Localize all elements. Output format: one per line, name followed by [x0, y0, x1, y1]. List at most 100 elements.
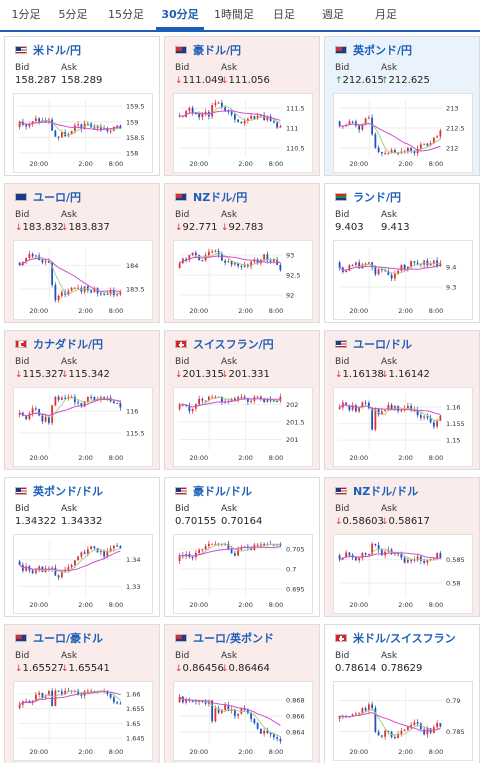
- chart-thumbnail[interactable]: 213 212.5 212 20:00 2:00 8:00: [333, 93, 473, 173]
- candle-body: [263, 398, 266, 403]
- down-arrow-icon: ↓: [175, 76, 183, 86]
- candle-body: [90, 290, 93, 293]
- tab-3[interactable]: 30分足: [156, 0, 204, 30]
- chart-thumbnail[interactable]: 0.705 0.7 0.695 20:00 2:00 8:00: [173, 534, 313, 614]
- y-tick-label: 159: [126, 118, 138, 126]
- rate-card[interactable]: 米ドル/円 Bid Ask 158.287 158.289 159.5 159 15…: [4, 36, 160, 176]
- candle-body: [348, 552, 351, 555]
- candle-body: [397, 733, 400, 739]
- up-arrow-icon: ↑: [381, 76, 389, 86]
- currency-pair[interactable]: ユーロ/ドル: [335, 337, 412, 351]
- rate-card[interactable]: 豪ドル/ドル Bid Ask 0.70155 0.70164 0.705 0.7 0…: [164, 477, 320, 617]
- rate-card[interactable]: NZドル/ドル Bid Ask ↓0.58603 ↓0.58617 0.585 0…: [324, 477, 480, 617]
- currency-pair[interactable]: NZドル/円: [175, 190, 247, 204]
- rate-card[interactable]: ユーロ/ドル Bid Ask ↓1.16138 ↓1.16142 1.16 1.1…: [324, 330, 480, 470]
- currency-pair[interactable]: 英ポンド/ドル: [15, 484, 103, 498]
- y-tick-label: 0.705: [286, 546, 305, 554]
- currency-pair[interactable]: 豪ドル/円: [175, 43, 241, 57]
- candle-body: [224, 260, 227, 263]
- rate-card[interactable]: 英ポンド/円 Bid Ask ↑212.615 ↑212.625 213 212.…: [324, 36, 480, 176]
- pair-name-link[interactable]: ユーロ/円: [33, 191, 82, 204]
- currency-pair[interactable]: ランド/円: [335, 190, 401, 204]
- candle-body: [233, 114, 236, 120]
- currency-pair[interactable]: ユーロ/豪ドル: [15, 631, 103, 645]
- candle-body: [38, 409, 41, 416]
- rate-card[interactable]: 豪ドル/円 Bid Ask ↓111.049 ↓111.056 111.5 111…: [164, 36, 320, 176]
- chart-thumbnail[interactable]: 184 183.5 20:00 2:00 8:00: [13, 240, 153, 320]
- candle-body: [237, 119, 240, 122]
- pair-name-link[interactable]: ユーロ/英ポンド: [193, 632, 275, 645]
- pair-name-link[interactable]: 米ドル/円: [33, 44, 82, 57]
- tab-4[interactable]: 1時間足: [214, 8, 254, 21]
- pair-name-link[interactable]: 英ポンド/ドル: [33, 485, 104, 498]
- rate-card[interactable]: ユーロ/豪ドル Bid Ask ↓1.65527 ↓1.65541 1.66 1.…: [4, 624, 160, 763]
- currency-pair[interactable]: 豪ドル/ドル: [175, 484, 252, 498]
- rate-card[interactable]: ユーロ/英ポンド Bid Ask ↓0.86456 ↓0.86464 0.868…: [164, 624, 320, 763]
- pair-name-link[interactable]: 米ドル/スイスフラン: [353, 632, 456, 645]
- tab-5[interactable]: 日足: [273, 8, 295, 21]
- pair-name-link[interactable]: 英ポンド/円: [353, 44, 413, 57]
- candle-body: [191, 700, 194, 702]
- currency-pair[interactable]: スイスフラン/円: [175, 337, 274, 351]
- chart-thumbnail[interactable]: 1.34 1.33 20:00 2:00 8:00: [13, 534, 153, 614]
- flag-icon: [335, 340, 347, 348]
- flag-icon: [335, 46, 347, 54]
- tab-6[interactable]: 週足: [322, 8, 344, 21]
- candle-body: [410, 724, 413, 727]
- pair-name-link[interactable]: スイスフラン/円: [193, 338, 274, 351]
- rate-card[interactable]: 英ポンド/ドル Bid Ask 1.34322 1.34332 1.34 1.33…: [4, 477, 160, 617]
- rate-card[interactable]: ランド/円 Bid Ask 9.403 9.413 9.4 9.3 20:00 2:0…: [324, 183, 480, 323]
- candle-body: [188, 255, 191, 260]
- pair-name-link[interactable]: 豪ドル/ドル: [193, 485, 253, 498]
- tab-2[interactable]: 15分足: [108, 8, 144, 21]
- tab-0[interactable]: 1分足: [11, 8, 41, 21]
- chart-thumbnail[interactable]: 159.5 159 158.5 158 20:00 2:00 8:00: [13, 93, 153, 173]
- rate-card[interactable]: 米ドル/スイスフラン Bid Ask 0.78614 0.78629 0.79 0…: [324, 624, 480, 763]
- pair-name-link[interactable]: カナダドル/円: [33, 338, 104, 351]
- candle-body: [377, 545, 380, 550]
- pair-name-link[interactable]: NZドル/ドル: [353, 485, 419, 498]
- chart-thumbnail[interactable]: 116 115.5 20:00 2:00 8:00: [13, 387, 153, 467]
- chart-thumbnail[interactable]: 9.4 9.3 20:00 2:00 8:00: [333, 240, 473, 320]
- chart-thumbnail[interactable]: 1.16 1.155 1.15 20:00 2:00 8:00: [333, 387, 473, 467]
- chart-thumbnail[interactable]: 111.5 111 110.5 20:00 2:00 8:00: [173, 93, 313, 173]
- y-tick-label: 212.5: [446, 125, 465, 133]
- rate-card[interactable]: NZドル/円 Bid Ask ↓92.771 ↓92.783 93 92.5 92 2…: [164, 183, 320, 323]
- y-tick-label: 0.866: [286, 713, 305, 721]
- tab-1[interactable]: 5分足: [58, 8, 88, 21]
- chart-thumbnail[interactable]: 0.585 0.58 20:00 2:00 8:00: [333, 534, 473, 614]
- chart-thumbnail[interactable]: 0.79 0.785 20:00 2:00 8:00: [333, 681, 473, 761]
- currency-pair[interactable]: NZドル/ドル: [335, 484, 418, 498]
- candle-body: [38, 255, 41, 261]
- candle-body: [371, 704, 374, 709]
- pair-name-link[interactable]: NZドル/円: [193, 191, 248, 204]
- y-tick-label: 1.15: [446, 437, 460, 445]
- rate-card[interactable]: カナダドル/円 Bid Ask ↓115.327 ↓115.342 116 115…: [4, 330, 160, 470]
- candle-body: [266, 254, 269, 261]
- candle-body: [211, 543, 214, 545]
- candle-body: [51, 262, 54, 285]
- timeframe-tabs: 1分足 5分足 15分足 30分足 1時間足 日足 週足 月足: [0, 0, 480, 32]
- chart-thumbnail[interactable]: 1.66 1.655 1.65 1.645 20:00 2:00 8:00: [13, 681, 153, 761]
- pair-name-link[interactable]: ランド/円: [353, 191, 402, 204]
- candle-body: [109, 290, 112, 295]
- rate-card[interactable]: スイスフラン/円 Bid Ask ↓201.315 ↓201.331 202 20…: [164, 330, 320, 470]
- tab-7[interactable]: 月足: [375, 8, 397, 21]
- pair-name-link[interactable]: ユーロ/ドル: [353, 338, 413, 351]
- pair-name-link[interactable]: ユーロ/豪ドル: [33, 632, 104, 645]
- x-tick-label: 2:00: [398, 307, 413, 315]
- candle-body: [364, 263, 367, 265]
- currency-pair[interactable]: 米ドル/円: [15, 43, 81, 57]
- currency-pair[interactable]: ユーロ/円: [15, 190, 81, 204]
- rate-card[interactable]: ユーロ/円 Bid Ask ↓183.832 ↓183.837 184 183.5…: [4, 183, 160, 323]
- pair-name-link[interactable]: 豪ドル/円: [193, 44, 242, 57]
- chart-thumbnail[interactable]: 0.868 0.866 0.864 20:00 2:00 8:00: [173, 681, 313, 761]
- x-tick-label: 20:00: [29, 748, 48, 756]
- currency-pair[interactable]: 米ドル/スイスフラン: [335, 631, 456, 645]
- chart-thumbnail[interactable]: 93 92.5 92 20:00 2:00 8:00: [173, 240, 313, 320]
- candle-body: [364, 118, 367, 124]
- currency-pair[interactable]: ユーロ/英ポンド: [175, 631, 274, 645]
- currency-pair[interactable]: カナダドル/円: [15, 337, 103, 351]
- chart-thumbnail[interactable]: 202 201.5 201 20:00 2:00 8:00: [173, 387, 313, 467]
- currency-pair[interactable]: 英ポンド/円: [335, 43, 412, 57]
